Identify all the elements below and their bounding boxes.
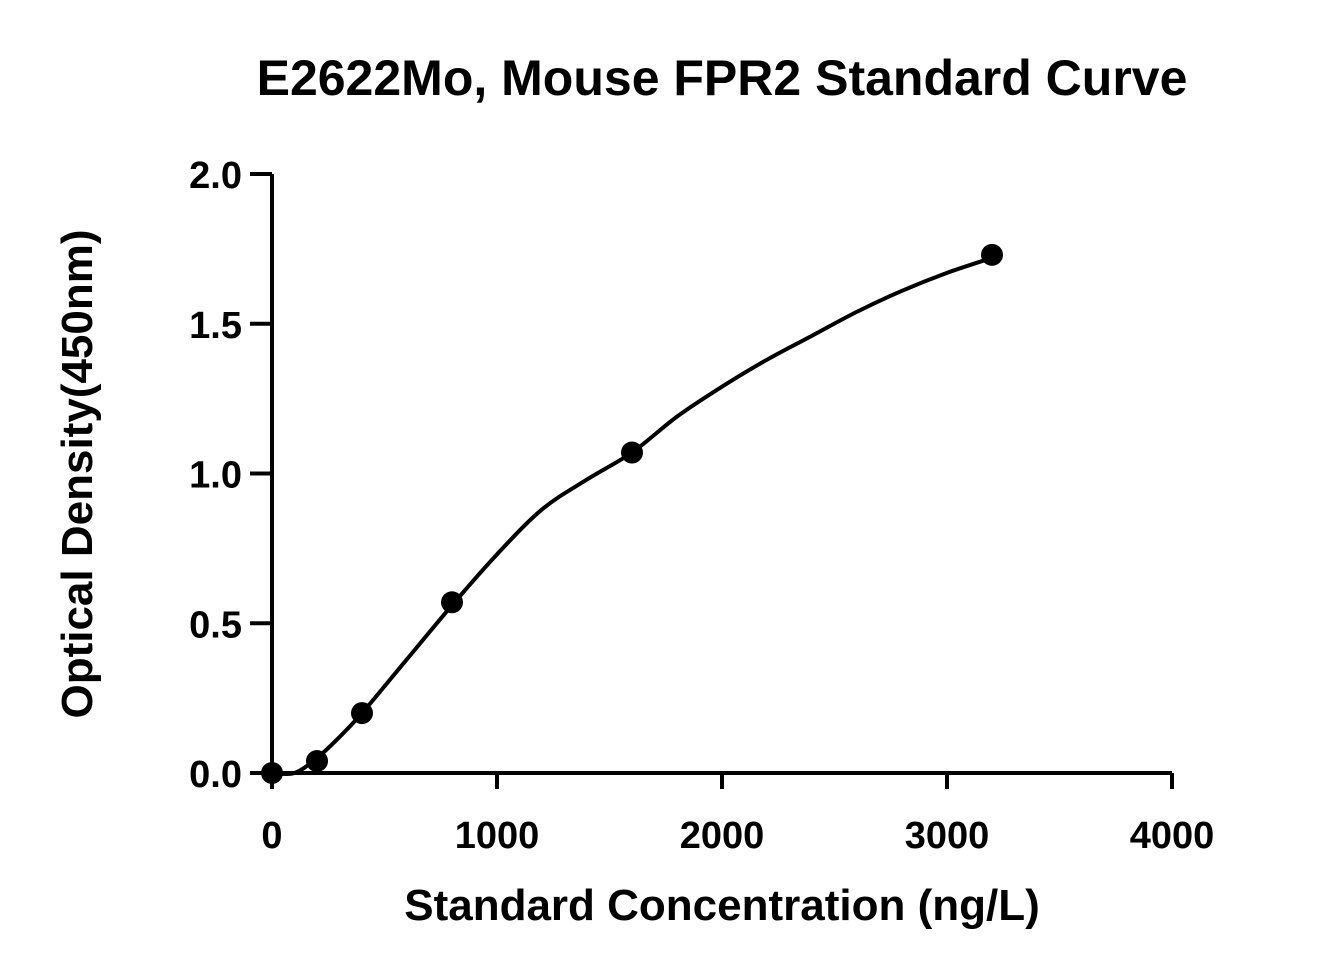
fit-curve-line xyxy=(271,255,993,777)
x-tick-label: 4000 xyxy=(1130,815,1215,857)
y-tick-label: 2.0 xyxy=(189,155,242,197)
x-tick-label: 3000 xyxy=(905,815,990,857)
y-tick-label: 0.5 xyxy=(189,604,242,646)
y-tick-label: 1.5 xyxy=(189,305,242,347)
y-tick-label: 1.0 xyxy=(189,455,242,497)
x-tick-label: 2000 xyxy=(680,815,765,857)
data-points xyxy=(261,243,1003,784)
data-point xyxy=(351,702,373,725)
data-point xyxy=(621,441,643,464)
x-tick-label: 0 xyxy=(261,815,282,857)
x-axis-label: Standard Concentration (ng/L) xyxy=(404,881,1040,930)
data-point xyxy=(441,591,463,614)
y-tick-label: 0.0 xyxy=(189,754,242,796)
x-tick-label: 1000 xyxy=(455,815,540,857)
data-point xyxy=(981,243,1003,266)
data-point xyxy=(306,750,328,773)
y-axis-label: Optical Density(450nm) xyxy=(53,229,102,718)
ticks: 0 1000 2000 3000 4000 0.0 0.5 1.0 1.5 2.0 xyxy=(189,155,1214,857)
fit-curve-group xyxy=(271,255,993,777)
data-point xyxy=(261,762,283,784)
chart-title: E2622Mo, Mouse FPR2 Standard Curve xyxy=(257,50,1188,106)
